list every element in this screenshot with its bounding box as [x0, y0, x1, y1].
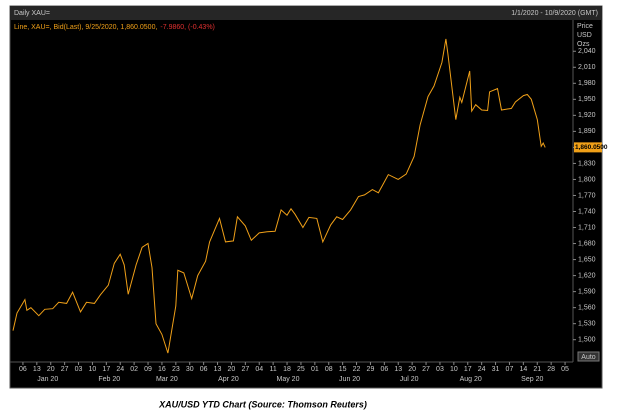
x-tick-label: 27 — [241, 366, 249, 373]
x-tick-label: 08 — [325, 366, 333, 373]
month-label: May 20 — [277, 376, 300, 383]
auto-button[interactable] — [577, 351, 600, 362]
x-tick-label: 20 — [408, 366, 416, 373]
y-tick-label: 1,800 — [578, 176, 596, 183]
legend-change: -7.9860, (-0.43%) — [160, 24, 214, 31]
x-tick-label: 11 — [270, 366, 277, 373]
y-tick-label: 1,530 — [578, 321, 596, 328]
y-tick-label: 1,620 — [578, 272, 596, 279]
x-tick-label: 18 — [283, 366, 291, 373]
month-label: Sep 20 — [521, 376, 543, 383]
y-tick-label: 1,890 — [578, 128, 596, 135]
month-label: Jan 20 — [37, 376, 58, 383]
x-tick-label: 03 — [436, 366, 444, 373]
x-tick-label: 06 — [19, 366, 27, 373]
x-tick-label: 15 — [339, 366, 347, 373]
x-tick-label: 10 — [450, 366, 458, 373]
x-tick-label: 28 — [547, 366, 555, 373]
x-tick-label: 13 — [394, 366, 402, 373]
x-tick-label: 23 — [172, 366, 180, 373]
x-tick-label: 30 — [186, 366, 194, 373]
x-tick-label: 09 — [144, 366, 152, 373]
auto-button-label[interactable]: Auto — [581, 354, 596, 361]
date-range: 1/1/2020 - 10/9/2020 (GMT) — [511, 10, 598, 17]
x-tick-label: 29 — [367, 366, 375, 373]
x-tick-label: 20 — [228, 366, 236, 373]
month-label: Aug 20 — [460, 376, 482, 383]
y-tick-label: 1,980 — [578, 80, 596, 87]
x-tick-label: 01 — [311, 366, 319, 373]
x-tick-label: 25 — [297, 366, 305, 373]
x-tick-label: 27 — [422, 366, 430, 373]
x-tick-label: 13 — [33, 366, 41, 373]
y-tick-label: 1,590 — [578, 288, 596, 295]
x-tick-label: 24 — [478, 366, 486, 373]
x-tick-label: 04 — [255, 366, 263, 373]
x-tick-label: 27 — [61, 366, 69, 373]
chart-title: Daily XAU= — [14, 10, 50, 17]
month-label: Feb 20 — [98, 376, 120, 383]
y-tick-label: 1,740 — [578, 208, 596, 215]
month-label: Jul 20 — [400, 376, 419, 383]
x-tick-label: 21 — [533, 366, 541, 373]
x-tick-label: 03 — [75, 366, 83, 373]
y-tick-label: 1,680 — [578, 240, 596, 247]
x-tick-label: 16 — [158, 366, 166, 373]
y-tick-label: 2,040 — [578, 48, 596, 55]
y-tick-label: 1,920 — [578, 112, 596, 119]
month-label: Apr 20 — [218, 376, 239, 383]
x-tick-label: 05 — [561, 366, 569, 373]
x-tick-label: 06 — [380, 366, 388, 373]
y-axis-label: Price — [577, 23, 593, 30]
y-axis-label: USD — [577, 32, 592, 39]
y-axis-label: Ozs — [577, 41, 590, 48]
y-tick-label: 2,010 — [578, 64, 596, 71]
x-tick-label: 07 — [506, 366, 514, 373]
month-label: Jun 20 — [339, 376, 360, 383]
x-tick-label: 31 — [492, 366, 500, 373]
x-tick-label: 24 — [116, 366, 124, 373]
x-tick-label: 10 — [89, 366, 97, 373]
panel — [9, 5, 603, 389]
last-price-box — [574, 142, 602, 153]
x-tick-label: 22 — [353, 366, 361, 373]
y-tick-label: 1,560 — [578, 304, 596, 311]
x-tick-label: 17 — [464, 366, 472, 373]
y-tick-label: 1,650 — [578, 256, 596, 263]
price-line — [12, 38, 546, 354]
y-tick-label: 1,500 — [578, 337, 596, 344]
caption: XAU/USD YTD Chart (Source: Thomson Reute… — [158, 399, 367, 409]
x-tick-label: 17 — [102, 366, 110, 373]
y-tick-label: 1,830 — [578, 160, 596, 167]
month-label: Mar 20 — [156, 376, 178, 383]
legend-text: Line, XAU=, Bid(Last), 9/25/2020, 1,860.… — [14, 24, 157, 31]
x-tick-label: 02 — [130, 366, 138, 373]
x-tick-label: 20 — [47, 366, 55, 373]
y-tick-label: 1,950 — [578, 96, 596, 103]
last-price-label: 1,860.0500 — [575, 144, 608, 151]
x-tick-label: 06 — [200, 366, 208, 373]
header-bar — [10, 6, 602, 20]
y-tick-label: 1,770 — [578, 192, 596, 199]
x-tick-label: 14 — [519, 366, 527, 373]
y-tick-label: 1,710 — [578, 224, 596, 231]
x-tick-label: 13 — [214, 366, 222, 373]
